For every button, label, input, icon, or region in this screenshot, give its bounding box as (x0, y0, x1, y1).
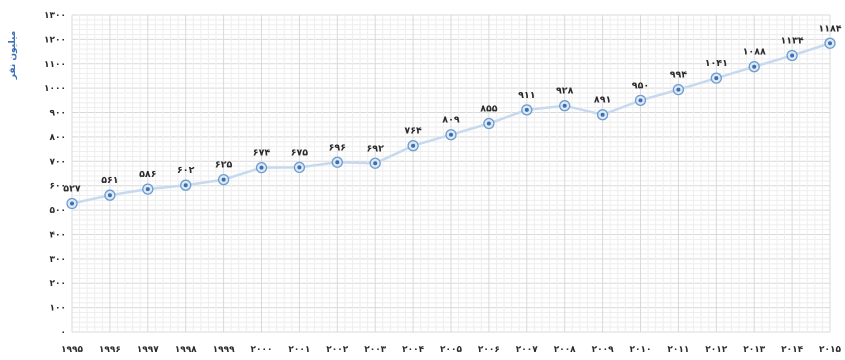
data-label: ۶٠٢ (177, 165, 195, 176)
x-tick-label: ٢٠٠۵ (440, 345, 462, 355)
x-tick-label: ٢٠١٣ (743, 345, 765, 355)
x-tick-label: ٢٠٠٢ (326, 345, 348, 355)
data-label: ٩٢٨ (556, 86, 574, 97)
x-tick-label: ٢٠٠٧ (516, 345, 538, 355)
data-label: ٨٠٩ (442, 115, 460, 126)
data-point (104, 189, 116, 201)
x-tick-label: ٢٠١۵ (819, 345, 841, 355)
data-label: ۶٩٢ (366, 143, 384, 154)
data-point (748, 61, 760, 73)
data-label: ٩١١ (518, 90, 535, 101)
data-label: ١١٨۴ (818, 23, 841, 34)
data-label: ١٠٨٨ (743, 47, 766, 58)
data-point (407, 140, 419, 152)
y-tick-label: ١٠٠ (50, 304, 66, 314)
x-tick-label: ١٩٩٧ (137, 345, 159, 355)
data-label: ۶٩۶ (329, 142, 346, 153)
data-label: ۵۶١ (101, 175, 118, 186)
data-label: ٩۵٠ (632, 80, 649, 91)
y-tick-label: ٣٠٠ (50, 255, 66, 265)
data-point (445, 129, 457, 141)
data-point (217, 173, 230, 186)
x-tick-label: ٢٠١٢ (705, 345, 727, 355)
x-tick-label: ١٩٩٨ (175, 345, 197, 355)
x-tick-label: ١٩٩٩ (213, 345, 235, 355)
data-point (255, 161, 268, 174)
x-tick-label: ٢٠١٠ (630, 345, 652, 355)
data-point (483, 117, 495, 130)
data-label: ۶٧۵ (291, 147, 309, 158)
data-point (559, 100, 571, 112)
y-tick-label: ٨٠٠ (50, 133, 66, 143)
data-point (634, 94, 647, 106)
y-tick-label: ٠ (61, 328, 67, 338)
data-point (521, 104, 533, 116)
y-axis-ticks: ٠ ١٠٠ ٢٠٠ ٣٠٠ ۴٠٠ ۵٠٠ ۶٠٠ ٧٠٠ ٨٠٠ ٩٠٠ ١٠٠٠ ١١٠٠ ١٢٠٠… (44, 11, 66, 338)
x-tick-label: ٢٠٠٣ (364, 345, 386, 355)
x-tick-label: ٢٠٠٠ (251, 345, 273, 355)
y-tick-label: ١٠٠٠ (44, 84, 66, 94)
x-tick-label: ٢٠٠٩ (592, 345, 614, 355)
y-axis-label: میلیون نفر (8, 31, 18, 81)
x-tick-label: ٢٠١۴ (781, 345, 803, 355)
data-label: ۶٧۴ (253, 148, 271, 159)
y-tick-label: ۵٠٠ (50, 206, 66, 216)
x-tick-label: ١٩٩۶ (99, 345, 121, 355)
x-axis-ticks: ١٩٩۵ ١٩٩۶ ١٩٩٧ ١٩٩٨ ١٩٩٩ ٢٠٠٠ ٢٠٠١ ٢٠٠٢ ٢٠٠٣ ٢٠٠۴… (61, 345, 841, 355)
data-label: ۵٢٧ (63, 183, 81, 194)
x-tick-label: ٢٠٠٨ (554, 345, 576, 355)
data-point (710, 72, 722, 84)
data-point (672, 83, 685, 96)
data-label: ۵٨۶ (139, 169, 156, 180)
y-tick-label: ١٣٠٠ (44, 11, 66, 21)
x-tick-label: ٢٠١١ (667, 345, 689, 355)
x-tick-label: ٢٠٠١ (288, 345, 310, 355)
data-label: ٩٩۴ (670, 70, 688, 81)
x-tick-label: ٢٠٠۴ (402, 345, 424, 355)
data-label: ١١٣۴ (780, 35, 803, 46)
data-label: ٨۵۵ (480, 104, 498, 115)
data-point (786, 49, 798, 62)
y-tick-label: ۴٠٠ (50, 230, 66, 240)
chart-grid (71, 14, 831, 333)
data-label: ٧۶۴ (404, 126, 422, 137)
data-point (142, 183, 154, 195)
x-tick-label: ٢٠٠۶ (478, 345, 500, 355)
y-tick-label: ٢٠٠ (50, 279, 66, 289)
data-label: ٨٩١ (594, 95, 611, 106)
data-points (66, 37, 836, 210)
data-point (331, 156, 343, 168)
y-tick-label: ۶٠٠ (50, 182, 66, 192)
y-tick-label: ٧٠٠ (50, 157, 66, 167)
data-point (824, 37, 836, 49)
data-point (369, 157, 381, 169)
y-tick-label: ١٢٠٠ (44, 35, 66, 45)
data-point (180, 179, 192, 191)
y-tick-label: ١١٠٠ (44, 60, 66, 70)
data-point (66, 197, 78, 210)
x-tick-label: ١٩٩۵ (61, 345, 83, 355)
data-label: ۶٢۵ (215, 160, 233, 171)
y-tick-label: ٩٠٠ (50, 109, 66, 119)
data-label: ١٠۴١ (705, 58, 728, 69)
data-point (293, 161, 306, 174)
data-labels: ۵٢٧ ۵۶١ ۵٨۶ ۶٠٢ ۶٢۵ ۶٧۴ ۶٧۵ ۶٩۶ ۶٩٢ ٧۶۴ ٨٠٩ ٨۵۵ ٩١١ ٩… (63, 23, 841, 194)
data-point (596, 109, 609, 121)
